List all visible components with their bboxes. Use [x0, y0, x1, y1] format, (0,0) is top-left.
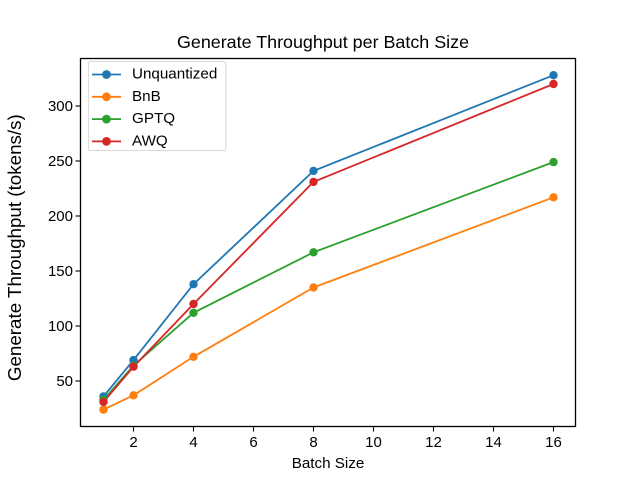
svg-text:Batch Size: Batch Size: [292, 455, 365, 472]
svg-text:6: 6: [249, 434, 257, 451]
svg-text:8: 8: [309, 434, 317, 451]
svg-text:200: 200: [48, 208, 73, 225]
svg-text:GPTQ: GPTQ: [132, 110, 175, 127]
svg-text:4: 4: [189, 434, 197, 451]
svg-text:10: 10: [365, 434, 382, 451]
svg-text:250: 250: [48, 153, 73, 170]
svg-text:AWQ: AWQ: [132, 132, 168, 149]
svg-text:2: 2: [129, 434, 137, 451]
svg-text:BnB: BnB: [132, 88, 161, 105]
svg-text:16: 16: [545, 434, 562, 451]
svg-text:300: 300: [48, 98, 73, 115]
svg-text:Unquantized: Unquantized: [132, 66, 217, 83]
svg-text:12: 12: [425, 434, 442, 451]
svg-text:Generate Throughput (tokens/s): Generate Throughput (tokens/s): [4, 114, 25, 381]
svg-text:100: 100: [48, 318, 73, 335]
svg-text:Generate Throughput per Batch: Generate Throughput per Batch Size: [177, 32, 469, 52]
svg-text:150: 150: [48, 263, 73, 280]
svg-text:50: 50: [56, 373, 73, 390]
svg-text:14: 14: [485, 434, 502, 451]
